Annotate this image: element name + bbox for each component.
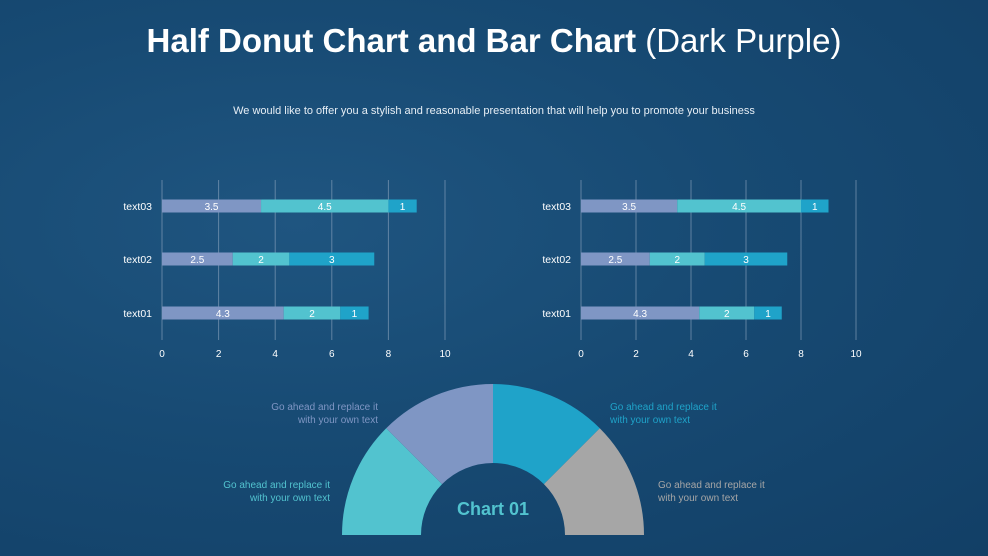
bar-chart-2: 0 2 4 6 8 10 text01 4.3 2 1 text02 2.5 2 3 text03 3.5 4.… [542,180,862,360]
page-title: Half Donut Chart and Bar Chart (Dark Pur… [0,22,988,60]
bar-segment [162,252,233,266]
category-label: text01 [542,308,571,320]
donut-title: Chart 01 [457,499,529,519]
donut-slice [543,428,644,535]
data-label: 2 [724,309,730,320]
data-label: 1 [352,309,358,320]
bar-segment [162,306,284,320]
data-label: 2 [258,255,264,266]
bar-segment [232,252,290,266]
x-tick-label: 2 [633,349,639,360]
data-label: 3 [329,255,335,266]
half-donut-chart: Chart 01 [342,384,644,535]
category-label: text02 [542,254,571,266]
bar-chart-1: 0 2 4 6 8 10 text01 4.3 2 1 text02 2.5 2 3 text03 3.5 4.… [123,180,451,360]
bar-segment [581,199,678,213]
x-tick-label: 4 [688,349,694,360]
title-light: (Dark Purple) [645,22,842,59]
data-label: 1 [812,202,818,213]
x-tick-label: 8 [386,349,392,360]
bar-segment [581,306,700,320]
data-label: 2.5 [608,255,622,266]
data-label: 1 [765,309,771,320]
bar-segment [801,199,829,213]
category-label: text03 [542,201,571,213]
data-label: 2.5 [190,255,204,266]
bar-segment [283,306,341,320]
bar-segment [704,252,788,266]
note-right-bottom: Go ahead and replace it with your own te… [658,480,765,504]
category-label: text03 [123,201,152,213]
bar-segment [261,199,389,213]
bar-segment [699,306,755,320]
bar-segment [340,306,369,320]
data-label: 4.5 [732,202,746,213]
category-label: text02 [123,254,152,266]
bar-segment [581,252,650,266]
data-label: 3 [743,255,749,266]
x-tick-label: 6 [743,349,749,360]
x-tick-label: 2 [216,349,222,360]
donut-slice [386,384,493,485]
bar-segment [754,306,782,320]
page-subtitle: We would like to offer you a stylish and… [233,105,755,117]
bar-segment [162,199,262,213]
category-label: text01 [123,308,152,320]
data-label: 2 [309,309,315,320]
data-label: 1 [400,202,406,213]
x-tick-label: 10 [439,349,451,360]
bar-segment [388,199,417,213]
data-label: 4.5 [318,202,332,213]
data-label: 4.3 [633,309,647,320]
note-left-top: Go ahead and replace it with your own te… [271,402,378,426]
x-tick-label: 6 [329,349,335,360]
note-right-top: Go ahead and replace it with your own te… [610,402,717,426]
x-tick-label: 0 [159,349,165,360]
x-tick-label: 4 [272,349,278,360]
bar-segment [677,199,801,213]
x-tick-label: 8 [798,349,804,360]
note-left-bottom: Go ahead and replace it with your own te… [223,480,330,504]
bar-segment [289,252,375,266]
donut-slice [493,384,600,485]
bar-segment [649,252,705,266]
donut-slice [342,428,443,535]
data-label: 3.5 [205,202,219,213]
x-tick-label: 0 [578,349,584,360]
data-label: 2 [674,255,680,266]
title-bold: Half Donut Chart and Bar Chart [146,22,637,59]
x-tick-label: 10 [850,349,862,360]
data-label: 3.5 [622,202,636,213]
data-label: 4.3 [216,309,230,320]
